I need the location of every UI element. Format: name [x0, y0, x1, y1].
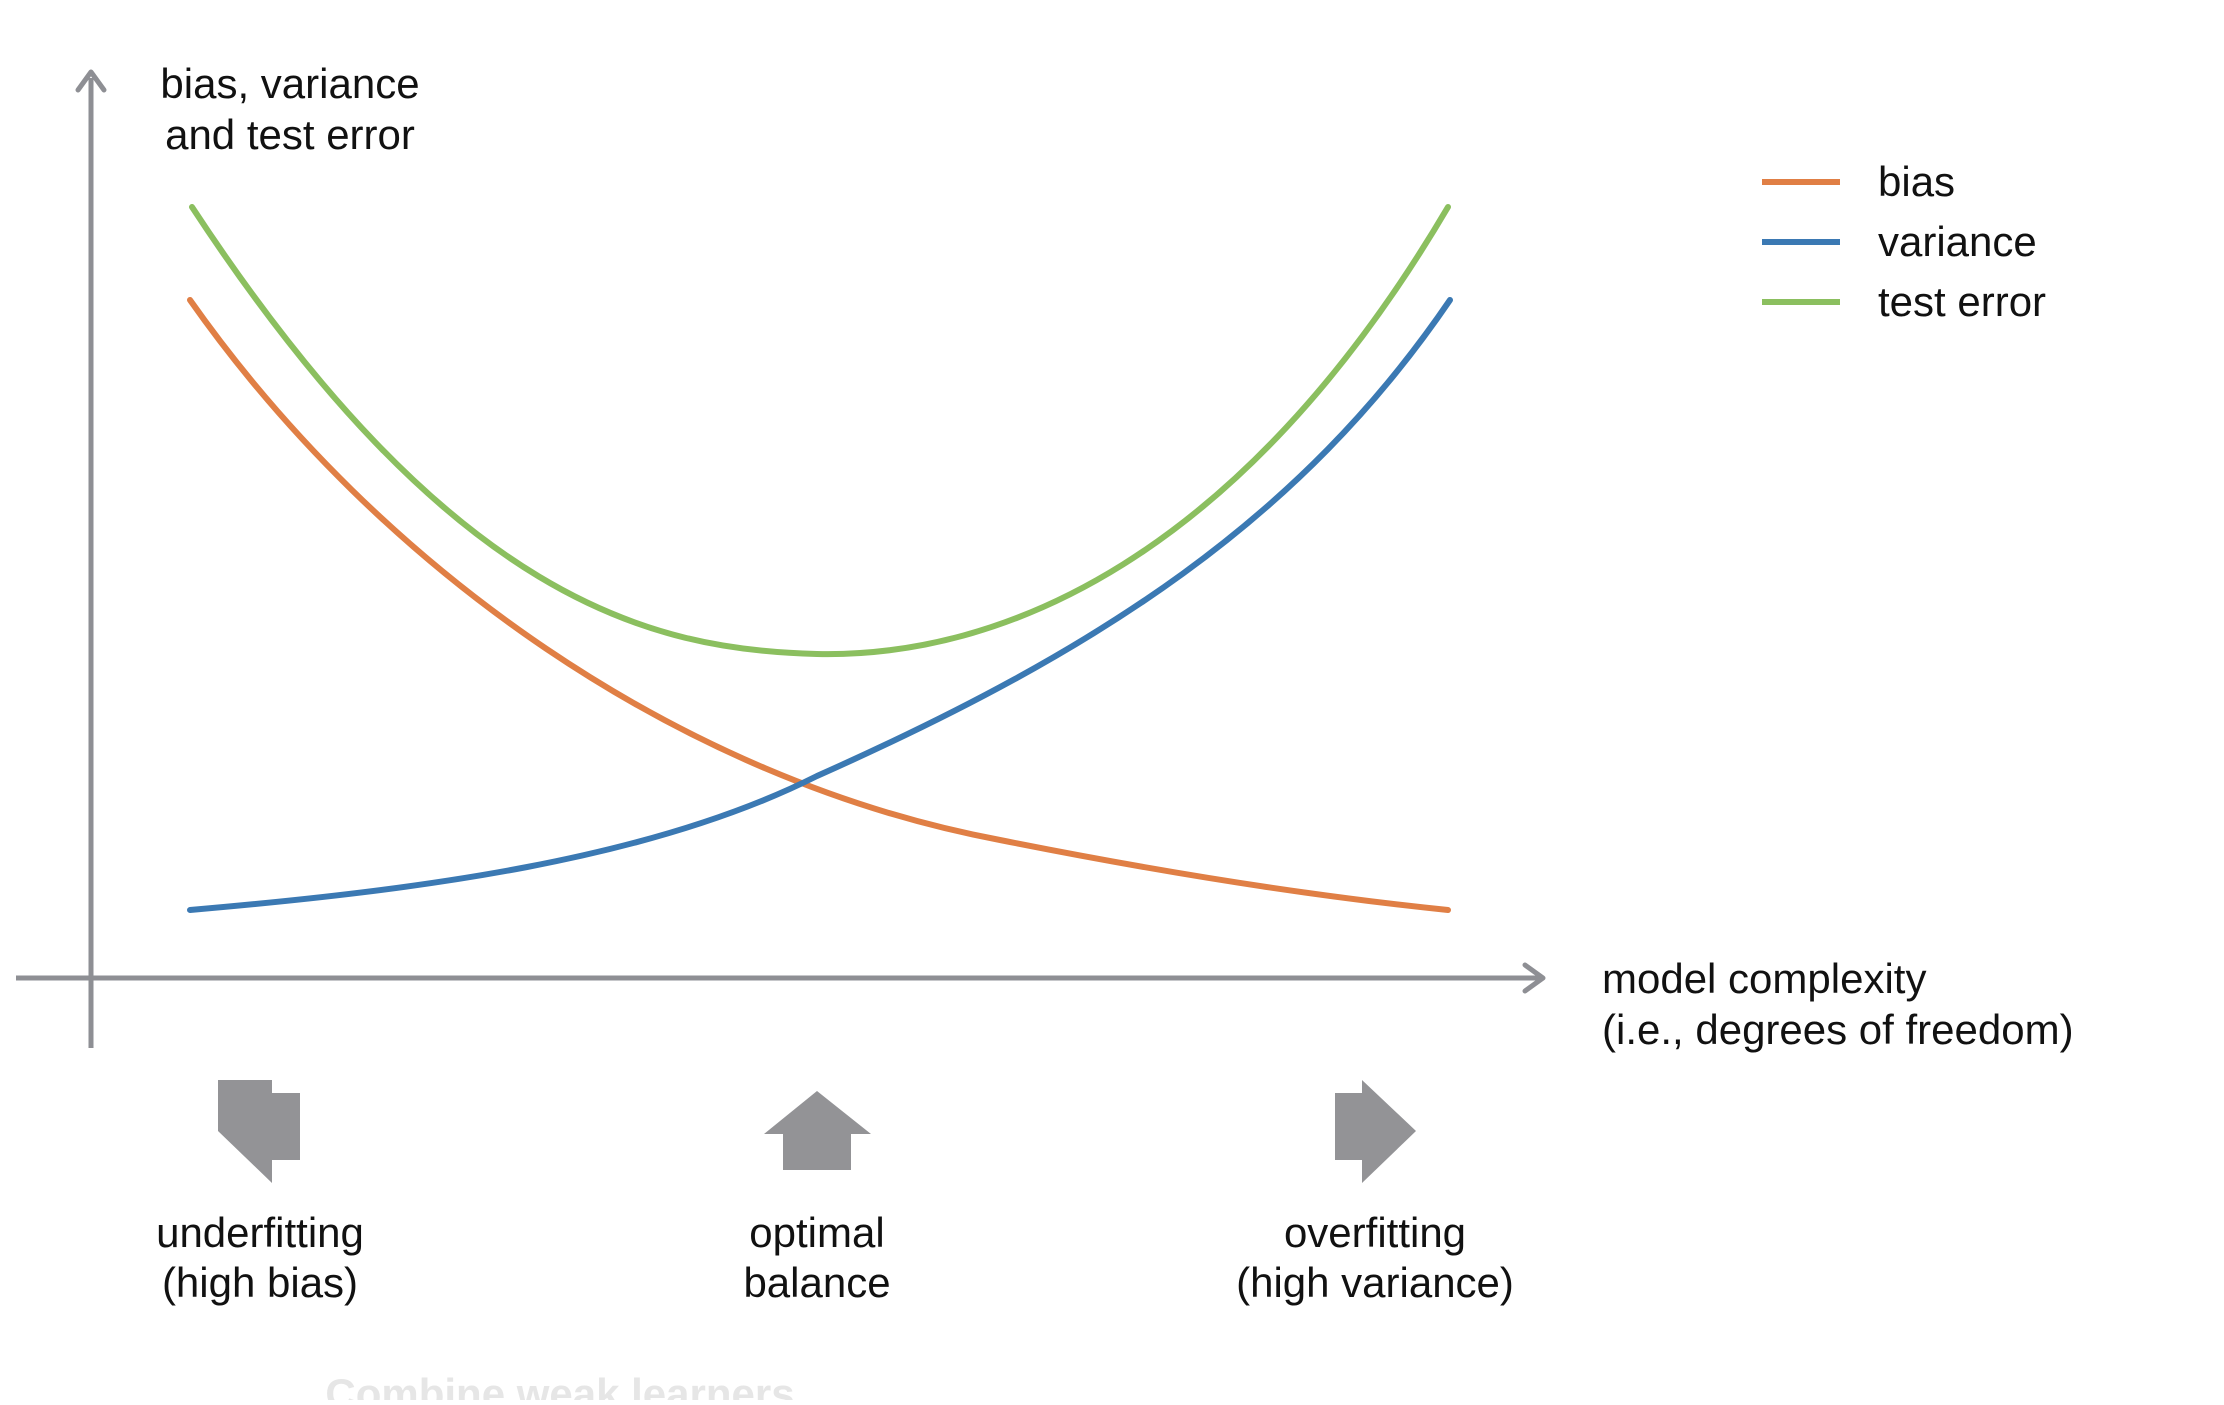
- variance-curve: [187, 297, 1453, 913]
- overfitting-label-line-1: overfitting: [1284, 1209, 1466, 1256]
- x-axis-label-line-2: (i.e., degrees of freedom): [1602, 1006, 2074, 1053]
- legend: bias variance test error: [1762, 158, 2046, 325]
- y-axis-label-line-1: bias, variance: [160, 60, 419, 107]
- region-labels: underfitting (high bias) optimal balance…: [156, 1209, 1514, 1306]
- bias-curve: [187, 297, 1451, 913]
- left-arrow-icon: [218, 1080, 300, 1183]
- y-axis-label-line-2: and test error: [165, 111, 415, 158]
- overfitting-label-line-2: (high variance): [1236, 1259, 1514, 1306]
- legend-label-variance: variance: [1878, 218, 2037, 265]
- x-axis-arrowhead: [1522, 962, 1546, 994]
- legend-label-test-error: test error: [1878, 278, 2046, 325]
- test-error-curve: [189, 204, 1451, 658]
- region-arrows: [218, 1080, 1416, 1183]
- right-arrow-icon: [1335, 1080, 1416, 1183]
- y-axis-arrowhead: [75, 69, 107, 93]
- up-arrow-icon: [764, 1091, 871, 1170]
- curves: [187, 204, 1453, 913]
- underfitting-label-line-2: (high bias): [162, 1259, 358, 1306]
- axes: [16, 69, 1546, 1048]
- x-axis-label-line-1: model complexity: [1602, 955, 1926, 1002]
- faint-bottom-caption: Combine weak learners: [325, 1370, 794, 1400]
- optimal-label-line-1: optimal: [749, 1209, 884, 1256]
- legend-label-bias: bias: [1878, 158, 1955, 205]
- optimal-label-line-2: balance: [743, 1259, 890, 1306]
- underfitting-label-line-1: underfitting: [156, 1209, 364, 1256]
